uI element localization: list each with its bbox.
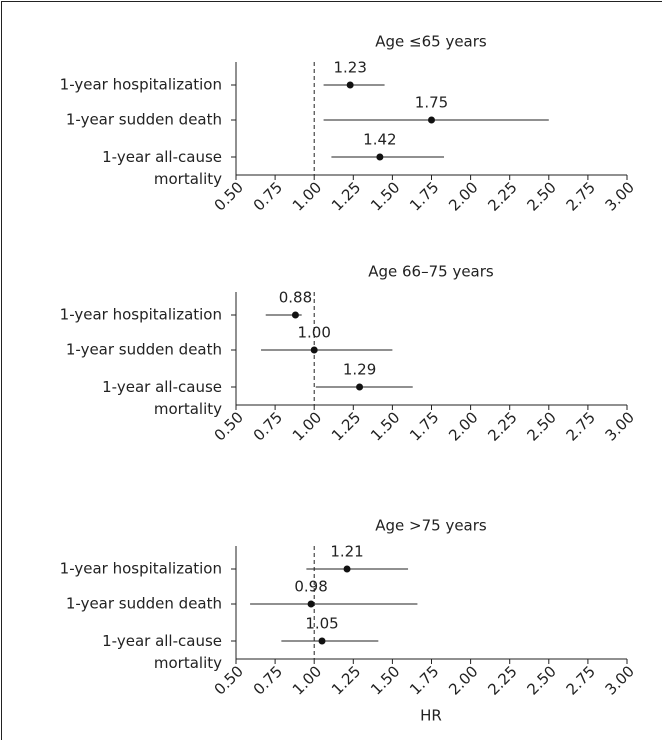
- x-tick-label: 3.00: [602, 178, 638, 214]
- x-tick-label: 0.75: [250, 662, 286, 698]
- y-tick-label: 1-year all-cause mortality: [102, 148, 222, 188]
- y-tick-label: 1-year hospitalization: [60, 306, 222, 324]
- x-tick-label: 2.00: [445, 662, 481, 698]
- panel-title: Age ≤65 years: [375, 33, 487, 51]
- y-tick-label: 1-year sudden death: [66, 595, 222, 613]
- point-estimate: [346, 81, 354, 89]
- x-tick-label: 2.50: [523, 178, 559, 214]
- y-tick-label: 1-year all-cause mortality: [102, 378, 222, 418]
- value-label: 1.23: [333, 59, 366, 77]
- x-tick-label: 1.25: [328, 178, 364, 214]
- y-tick-label: 1-year hospitalization: [60, 560, 222, 578]
- x-tick-label: 2.50: [523, 408, 559, 444]
- x-axis-label: HR: [420, 707, 442, 725]
- x-tick-label: 1.25: [328, 662, 364, 698]
- point-estimate: [307, 600, 315, 608]
- panel-title: Age 66–75 years: [368, 263, 494, 281]
- value-label: 0.88: [279, 289, 312, 307]
- x-tick-label: 2.25: [484, 662, 520, 698]
- y-tick-label: 1-year all-cause mortality: [102, 632, 222, 672]
- y-tick-label: 1-year hospitalization: [60, 76, 222, 94]
- x-tick-label: 1.00: [289, 408, 325, 444]
- value-label: 1.29: [343, 361, 376, 379]
- x-tick-label: 1.75: [406, 408, 442, 444]
- y-tick-label: 1-year sudden death: [66, 111, 222, 129]
- point-estimate: [310, 346, 318, 354]
- x-tick-label: 2.00: [445, 408, 481, 444]
- value-label: 1.42: [363, 131, 396, 149]
- point-estimate: [318, 637, 326, 645]
- x-tick-label: 1.50: [367, 408, 403, 444]
- x-tick-label: 1.00: [289, 662, 325, 698]
- x-tick-label: 1.00: [289, 178, 325, 214]
- x-tick-label: 2.50: [523, 662, 559, 698]
- x-tick-label: 1.75: [406, 662, 442, 698]
- value-label: 1.21: [330, 543, 363, 561]
- point-estimate: [291, 311, 299, 319]
- value-label: 0.98: [294, 578, 327, 596]
- point-estimate: [428, 116, 435, 124]
- x-tick-label: 3.00: [602, 662, 638, 698]
- point-estimate: [376, 153, 384, 161]
- x-tick-label: 2.75: [563, 662, 599, 698]
- x-tick-label: 1.50: [367, 662, 403, 698]
- panel-title: Age >75 years: [375, 517, 487, 535]
- x-tick-label: 2.00: [445, 178, 481, 214]
- x-tick-label: 2.75: [563, 178, 599, 214]
- y-tick-label: 1-year sudden death: [66, 341, 222, 359]
- x-tick-label: 2.25: [484, 178, 520, 214]
- x-tick-label: 0.75: [250, 178, 286, 214]
- x-tick-label: 2.25: [484, 408, 520, 444]
- x-tick-label: 0.75: [250, 408, 286, 444]
- x-tick-label: 1.25: [328, 408, 364, 444]
- x-tick-label: 3.00: [602, 408, 638, 444]
- point-estimate: [343, 565, 351, 573]
- x-tick-label: 1.75: [406, 178, 442, 214]
- x-tick-label: 1.50: [367, 178, 403, 214]
- value-label: 1.05: [305, 615, 338, 633]
- point-estimate: [356, 383, 364, 391]
- value-label: 1.75: [415, 94, 448, 112]
- x-tick-label: 2.75: [563, 408, 599, 444]
- value-label: 1.00: [297, 324, 330, 342]
